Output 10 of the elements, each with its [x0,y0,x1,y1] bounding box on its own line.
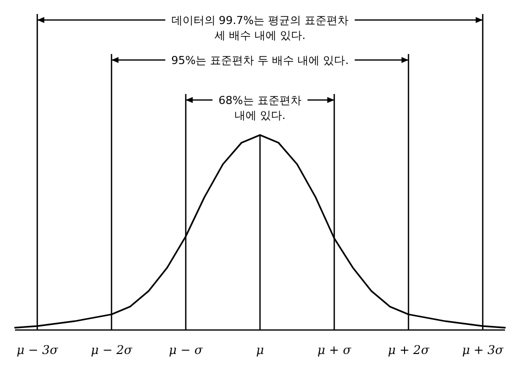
x-tick-label: μ − 2σ [90,343,133,357]
text: 데이터의 99.7%는 평균의 표준편차 세 배수 내에 있다. [171,14,349,42]
x-tick-label: μ + 2σ [388,343,430,357]
text: 95%는 표준편차 두 배수 내에 있다. [171,54,349,67]
text: 68%는 표준편차 내에 있다. [218,94,302,122]
x-tick-label: μ − 3σ [16,343,59,357]
x-tick-label: μ + 3σ [462,343,504,357]
x-tick-label: μ [256,343,264,357]
x-tick-label: μ − σ [168,343,204,357]
x-tick-label: μ + σ [317,343,352,357]
